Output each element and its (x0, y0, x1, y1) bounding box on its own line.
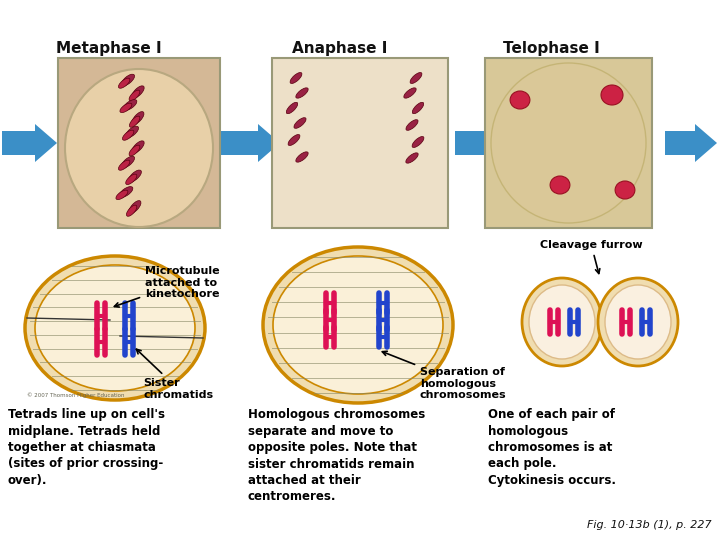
Ellipse shape (119, 78, 130, 88)
Ellipse shape (288, 134, 300, 145)
Ellipse shape (132, 141, 144, 153)
Text: One of each pair of
homologous
chromosomes is at
each pole.
Cytokinesis occurs.: One of each pair of homologous chromosom… (488, 408, 616, 487)
Ellipse shape (406, 153, 418, 163)
Text: Homologous chromosomes
separate and move to
opposite poles. Note that
sister chr: Homologous chromosomes separate and move… (248, 408, 426, 503)
Ellipse shape (287, 102, 297, 114)
Bar (220, 131, 258, 155)
Ellipse shape (65, 69, 213, 227)
Ellipse shape (129, 201, 141, 213)
Text: Metaphase I: Metaphase I (56, 41, 161, 56)
Polygon shape (493, 124, 515, 162)
Ellipse shape (510, 91, 530, 109)
Text: Cleavage furrow: Cleavage furrow (540, 240, 643, 274)
Ellipse shape (404, 88, 416, 98)
Bar (58, 58, 220, 228)
Ellipse shape (410, 72, 422, 84)
Ellipse shape (127, 205, 137, 217)
Ellipse shape (25, 256, 205, 400)
Text: Anaphase I: Anaphase I (292, 41, 387, 56)
Ellipse shape (119, 160, 130, 170)
Ellipse shape (290, 72, 302, 84)
Ellipse shape (529, 285, 595, 359)
Ellipse shape (550, 176, 570, 194)
Text: Separation of
homologous
chromosomes: Separation of homologous chromosomes (382, 351, 507, 400)
Polygon shape (258, 124, 280, 162)
Text: Sister
chromatids: Sister chromatids (136, 349, 213, 400)
Bar (485, 58, 652, 228)
Bar (665, 131, 695, 155)
Ellipse shape (116, 190, 128, 200)
Ellipse shape (605, 285, 671, 359)
Ellipse shape (491, 63, 646, 223)
Ellipse shape (263, 247, 453, 403)
Text: © 2007 Thomson Higher Education: © 2007 Thomson Higher Education (27, 393, 125, 398)
Ellipse shape (412, 137, 424, 147)
Ellipse shape (125, 126, 138, 138)
Ellipse shape (132, 86, 144, 98)
Ellipse shape (122, 130, 134, 140)
Ellipse shape (601, 85, 623, 105)
Ellipse shape (119, 187, 133, 198)
Text: Microtubule
attached to
kinetochore: Microtubule attached to kinetochore (114, 266, 220, 307)
Text: Tetrads line up on cell's
midplane. Tetrads held
together at chiasmata
(sites of: Tetrads line up on cell's midplane. Tetr… (8, 408, 165, 487)
Polygon shape (695, 124, 717, 162)
Text: Telophase I: Telophase I (503, 41, 600, 56)
Ellipse shape (273, 256, 443, 394)
Bar (455, 131, 493, 155)
Polygon shape (35, 124, 57, 162)
Ellipse shape (406, 120, 418, 130)
Ellipse shape (522, 278, 602, 366)
Ellipse shape (132, 112, 144, 124)
Ellipse shape (35, 265, 195, 391)
Ellipse shape (296, 88, 308, 98)
Bar (272, 58, 448, 228)
Ellipse shape (120, 103, 132, 112)
Bar (2, 131, 35, 155)
Ellipse shape (129, 145, 140, 156)
Ellipse shape (598, 278, 678, 366)
Ellipse shape (294, 118, 306, 129)
Ellipse shape (126, 174, 137, 185)
Ellipse shape (122, 74, 135, 86)
Ellipse shape (296, 152, 308, 162)
Ellipse shape (413, 102, 423, 114)
Ellipse shape (129, 170, 141, 182)
Ellipse shape (122, 156, 135, 168)
Text: Fig. 10·13b (1), p. 227: Fig. 10·13b (1), p. 227 (588, 520, 712, 530)
Ellipse shape (615, 181, 635, 199)
Ellipse shape (123, 99, 137, 110)
Ellipse shape (129, 90, 140, 101)
Ellipse shape (130, 116, 140, 127)
